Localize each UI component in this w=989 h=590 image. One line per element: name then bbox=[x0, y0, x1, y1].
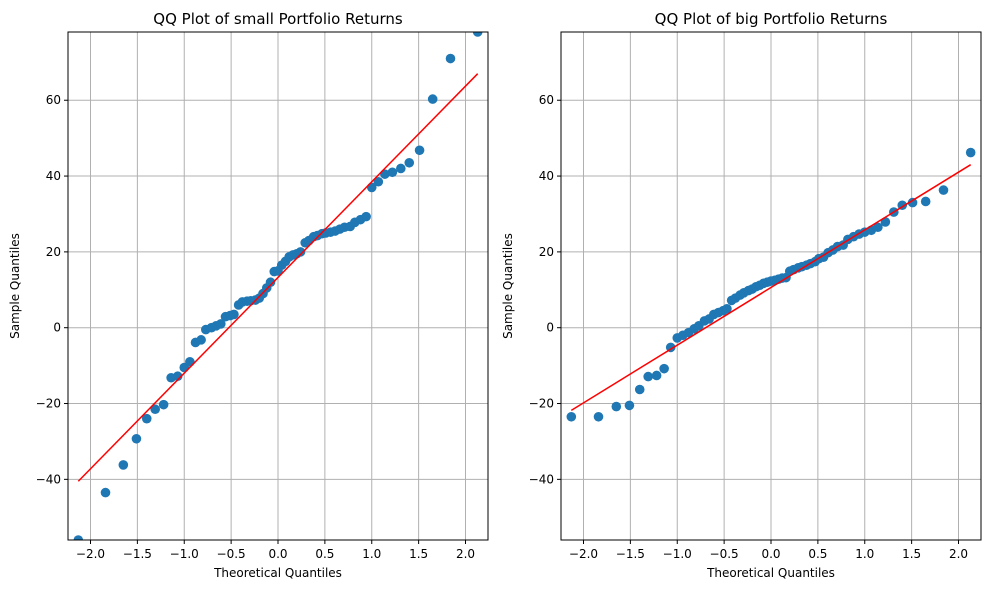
left-data-point bbox=[150, 404, 160, 415]
right-data-area bbox=[566, 147, 976, 422]
right-reference-line bbox=[570, 164, 972, 411]
left-x-tick-label: −2.0 bbox=[76, 547, 105, 561]
left-data-point bbox=[158, 399, 169, 410]
left-data-point bbox=[414, 145, 425, 156]
left-data-point bbox=[265, 277, 276, 288]
right-chart-title: QQ Plot of big Portfolio Returns bbox=[655, 10, 888, 28]
right-data-point bbox=[722, 303, 732, 314]
right-data-point bbox=[880, 217, 891, 227]
left-data-point bbox=[229, 309, 239, 320]
right-plot-frame bbox=[560, 31, 982, 541]
right-data-point bbox=[907, 197, 918, 208]
right-x-tick-label: 0.5 bbox=[808, 547, 827, 561]
left-data-point bbox=[373, 176, 384, 187]
right-data-point bbox=[611, 401, 622, 412]
left-data-point bbox=[216, 319, 226, 329]
left-data-point bbox=[361, 211, 371, 222]
left-data-point bbox=[396, 163, 406, 174]
left-x-tick-label: −1.0 bbox=[170, 547, 199, 561]
left-data-point bbox=[427, 94, 438, 104]
right-x-tick-label: −1.5 bbox=[616, 547, 645, 561]
left-x-tick-label: 0.5 bbox=[315, 547, 334, 561]
left-x-tick-label: −0.5 bbox=[217, 547, 246, 561]
right-data-point bbox=[634, 384, 645, 395]
left-chart-panel: −2.0 −1.5 −1.0 −0.5 0.0 0.5 1.0 1.5 2.0 −40 −20 0 20… bbox=[8, 10, 489, 580]
right-data-point bbox=[873, 222, 883, 233]
left-y-tick-label: −20 bbox=[36, 397, 61, 411]
left-data-point bbox=[472, 32, 483, 37]
left-data-point bbox=[295, 247, 306, 257]
right-y-tick-label: 0 bbox=[546, 321, 554, 335]
right-data-point bbox=[624, 400, 635, 411]
left-y-axis-label: Sample Quantiles bbox=[8, 233, 22, 339]
right-y-tick-label: −20 bbox=[529, 397, 554, 411]
right-data-point bbox=[665, 342, 676, 353]
left-data-point bbox=[196, 335, 206, 345]
left-data-point bbox=[172, 371, 183, 382]
right-x-tick-label: −1.0 bbox=[663, 547, 692, 561]
left-data-point bbox=[118, 460, 129, 470]
right-data-point bbox=[659, 363, 669, 374]
left-data-point bbox=[445, 53, 456, 64]
left-y-tick-label: 60 bbox=[46, 93, 61, 107]
right-data-point bbox=[920, 196, 931, 207]
right-chart-panel: −2.0 −1.5 −1.0 −0.5 0.0 0.5 1.0 1.5 2.0 −40 −20 0 20… bbox=[501, 10, 982, 580]
left-data-area bbox=[73, 32, 483, 540]
left-data-point bbox=[141, 413, 152, 424]
left-plot-frame bbox=[67, 31, 489, 541]
left-x-tick-label: −1.5 bbox=[123, 547, 152, 561]
left-y-tick-label: 0 bbox=[53, 321, 61, 335]
right-x-tick-label: −2.0 bbox=[569, 547, 598, 561]
right-x-tick-label: 2.0 bbox=[949, 547, 968, 561]
left-x-tick-label: 2.0 bbox=[456, 547, 475, 561]
left-data-point bbox=[387, 167, 398, 178]
left-data-point bbox=[73, 535, 84, 540]
right-data-point bbox=[566, 411, 577, 422]
left-y-tick-label: 40 bbox=[46, 169, 61, 183]
right-x-tick-label: 1.0 bbox=[855, 547, 874, 561]
left-x-tick-label: 1.0 bbox=[362, 547, 381, 561]
left-y-tick-label: −40 bbox=[36, 472, 61, 486]
right-y-tick-label: 20 bbox=[539, 245, 554, 259]
right-x-axis-label: Theoretical Quantiles bbox=[706, 566, 835, 580]
left-data-point bbox=[131, 433, 142, 444]
right-y-tick-label: 60 bbox=[539, 93, 554, 107]
right-data-point bbox=[938, 185, 949, 195]
left-x-tick-label: 1.5 bbox=[409, 547, 428, 561]
left-chart-title: QQ Plot of small Portfolio Returns bbox=[153, 10, 403, 28]
right-x-tick-label: 0.0 bbox=[761, 547, 780, 561]
left-x-axis-label: Theoretical Quantiles bbox=[213, 566, 342, 580]
left-reference-line bbox=[77, 73, 479, 482]
right-x-tick-label: 1.5 bbox=[902, 547, 921, 561]
left-data-point bbox=[100, 487, 111, 498]
right-data-point bbox=[965, 147, 976, 158]
right-data-point bbox=[651, 370, 662, 381]
left-x-tick-label: 0.0 bbox=[268, 547, 287, 561]
right-x-tick-label: −0.5 bbox=[710, 547, 739, 561]
right-y-tick-label: 40 bbox=[539, 169, 554, 183]
right-y-axis-label: Sample Quantiles bbox=[501, 233, 515, 339]
right-y-tick-label: −40 bbox=[529, 472, 554, 486]
right-data-point bbox=[643, 371, 653, 382]
left-data-point bbox=[185, 357, 195, 367]
right-data-point bbox=[593, 411, 604, 422]
left-data-point bbox=[404, 157, 415, 168]
left-y-tick-label: 20 bbox=[46, 245, 61, 259]
